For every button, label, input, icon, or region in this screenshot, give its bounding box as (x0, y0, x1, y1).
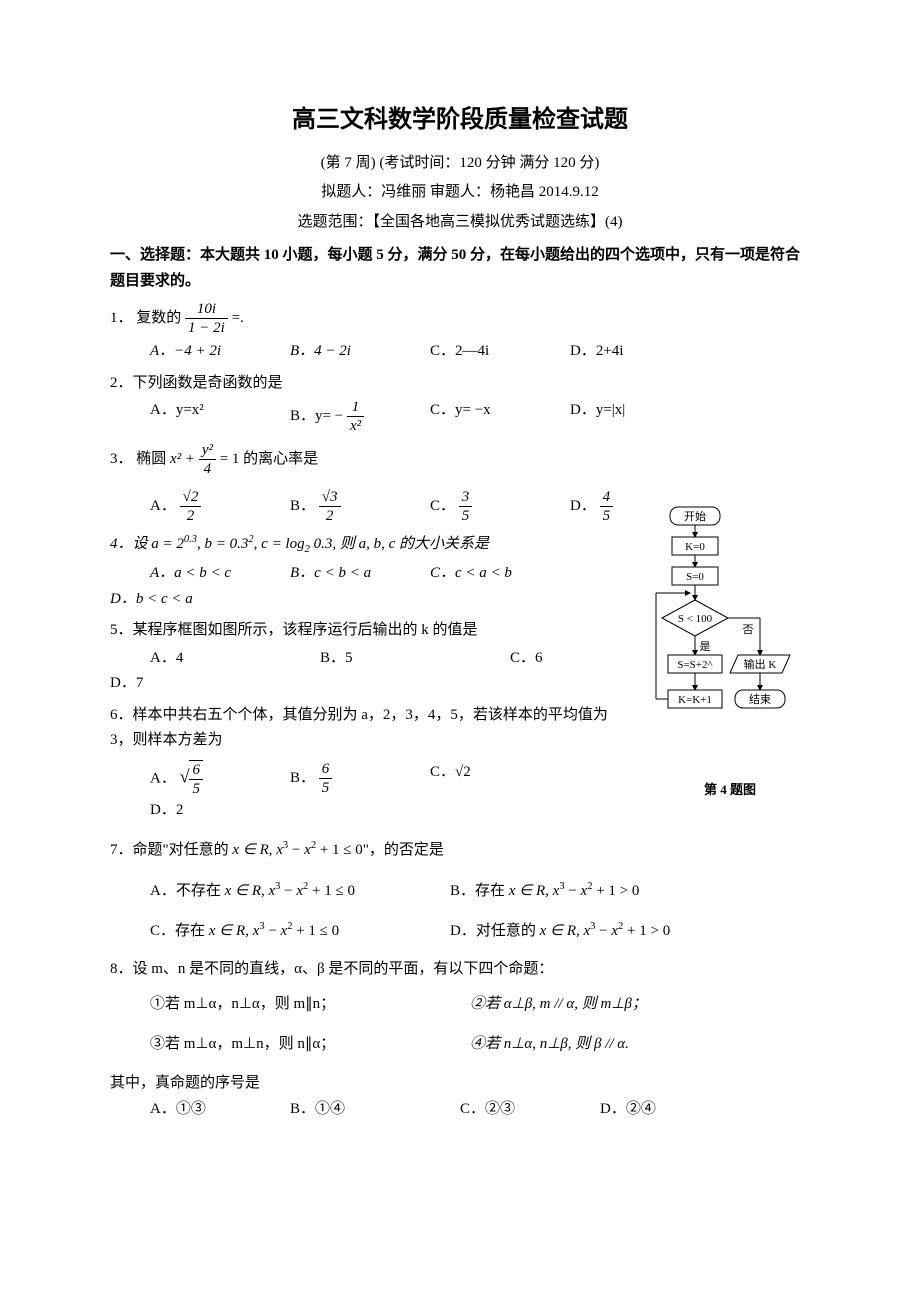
q5-option-c: C．6 (510, 646, 590, 672)
q5-option-b: B．5 (320, 646, 510, 672)
q4-stem: 4．设 a = 20.3, b = 0.32, c = log2 0.3, 则 … (110, 531, 810, 559)
question-5: 5．某程序框图如图所示，该程序运行后输出的 k 的值是 A．4 B．5 C．6 … (110, 618, 810, 697)
q4-option-a: A．a < b < c (150, 561, 290, 587)
question-7: 7．命题"对任意的 x ∈ R, x3 − x2 + 1 ≤ 0"，的否定是 A… (110, 837, 810, 945)
question-8: 8．设 m、n 是不同的直线，α、β 是不同的平面，有以下四个命题： ①若 m⊥… (110, 957, 810, 1123)
q3-stem-post: = 1 的离心率是 (220, 451, 318, 467)
page-title: 高三文科数学阶段质量检查试题 (110, 100, 810, 141)
section-1-header: 一、选择题：本大题共 10 小题，每小题 5 分，满分 50 分，在每小题给出的… (110, 243, 810, 294)
exam-authors: 拟题人：冯维丽 审题人：杨艳昌 2014.9.12 (110, 180, 810, 206)
q3-option-d: D． 45 (570, 488, 710, 525)
q4-option-d: D．b < c < a (110, 587, 810, 613)
q4-option-b: B．c < b < a (290, 561, 430, 587)
q5-option-a: A．4 (150, 646, 320, 672)
q1-option-b: B．4 − 2i (290, 339, 430, 365)
q8-prop-4: ④若 n⊥α, n⊥β, 则 β // α. (470, 1032, 790, 1058)
q2-option-d: D．y=|x| (570, 398, 710, 435)
q6-option-c: C．√2 (430, 760, 570, 798)
q7-option-a: A．不存在 x ∈ R, x3 − x2 + 1 ≤ 0 (150, 878, 450, 905)
q1-option-d: D．2+4i (570, 339, 710, 365)
q1-stem-pre: 复数的 (136, 310, 181, 326)
q3-option-c: C． 35 (430, 488, 570, 525)
question-6: 6．样本中共右五个个体，其值分别为 a，2，3，4，5，若该样本的平均值为 3，… (110, 703, 810, 824)
q2-option-a: A．y=x² (150, 398, 290, 435)
q6-option-a: A． √65 (150, 760, 290, 798)
q8-option-a: A．①③ (150, 1097, 290, 1123)
q7-option-b: B．存在 x ∈ R, x3 − x2 + 1 > 0 (450, 878, 750, 905)
q2-option-c: C．y= −x (430, 398, 570, 435)
q5-option-d: D．7 (110, 671, 810, 697)
q8-option-c: C．②③ (460, 1097, 600, 1123)
q3-num: 3． (110, 451, 133, 467)
q8-prop-2: ②若 α⊥β, m // α, 则 m⊥β； (470, 992, 790, 1018)
q8-option-d: D．②④ (600, 1097, 740, 1123)
q6-option-b: B． 65 (290, 760, 430, 798)
q1-option-c: C．2—4i (430, 339, 570, 365)
q1-stem-post: =. (232, 310, 244, 326)
q5-stem: 5．某程序框图如图所示，该程序运行后输出的 k 的值是 (110, 618, 810, 644)
question-2: 2．下列函数是奇函数的是 A．y=x² B．y= − 1 x² C．y= −x … (110, 371, 810, 436)
q6-option-d: D．2 (150, 798, 290, 824)
q8-option-b: B．①④ (290, 1097, 460, 1123)
q2-stem: 2．下列函数是奇函数的是 (110, 371, 810, 397)
exam-subtitle: (第 7 周) (考试时间：120 分钟 满分 120 分) (110, 151, 810, 177)
q1-fraction: 10i 1 − 2i (185, 300, 228, 337)
question-1: 1． 复数的 10i 1 − 2i =. A．−4 + 2i B．4 − 2i … (110, 300, 810, 365)
q8-stem: 8．设 m、n 是不同的直线，α、β 是不同的平面，有以下四个命题： (110, 957, 810, 983)
q2-option-b: B．y= − 1 x² (290, 398, 430, 435)
q3-option-a: A． √22 (150, 488, 290, 525)
q1-option-a: A．−4 + 2i (150, 339, 290, 365)
q4-option-c: C．c < a < b (430, 561, 570, 587)
question-3: 3． 椭圆 x² + y² 4 = 1 的离心率是 A． √22 B． √32 … (110, 441, 810, 525)
q7-stem: 7．命题"对任意的 x ∈ R, x3 − x2 + 1 ≤ 0"，的否定是 (110, 837, 810, 864)
q7-option-d: D．对任意的 x ∈ R, x3 − x2 + 1 > 0 (450, 918, 750, 945)
q1-num: 1． (110, 310, 133, 326)
q8-tail: 其中，真命题的序号是 (110, 1071, 810, 1097)
q6-stem: 6．样本中共右五个个体，其值分别为 a，2，3，4，5，若该样本的平均值为 3，… (110, 703, 620, 754)
q8-prop-1: ①若 m⊥α，n⊥α，则 m∥n； (150, 992, 470, 1018)
exam-scope: 选题范围：【全国各地高三模拟优秀试题选练】(4) (110, 210, 810, 236)
q3-stem-pre: 椭圆 (136, 451, 170, 467)
q3-fraction: y² 4 (199, 441, 216, 478)
q7-option-c: C．存在 x ∈ R, x3 − x2 + 1 ≤ 0 (150, 918, 450, 945)
question-4: 4．设 a = 20.3, b = 0.32, c = log2 0.3, 则 … (110, 531, 810, 612)
q8-prop-3: ③若 m⊥α，m⊥n，则 n∥α； (150, 1032, 470, 1058)
q3-option-b: B． √32 (290, 488, 430, 525)
